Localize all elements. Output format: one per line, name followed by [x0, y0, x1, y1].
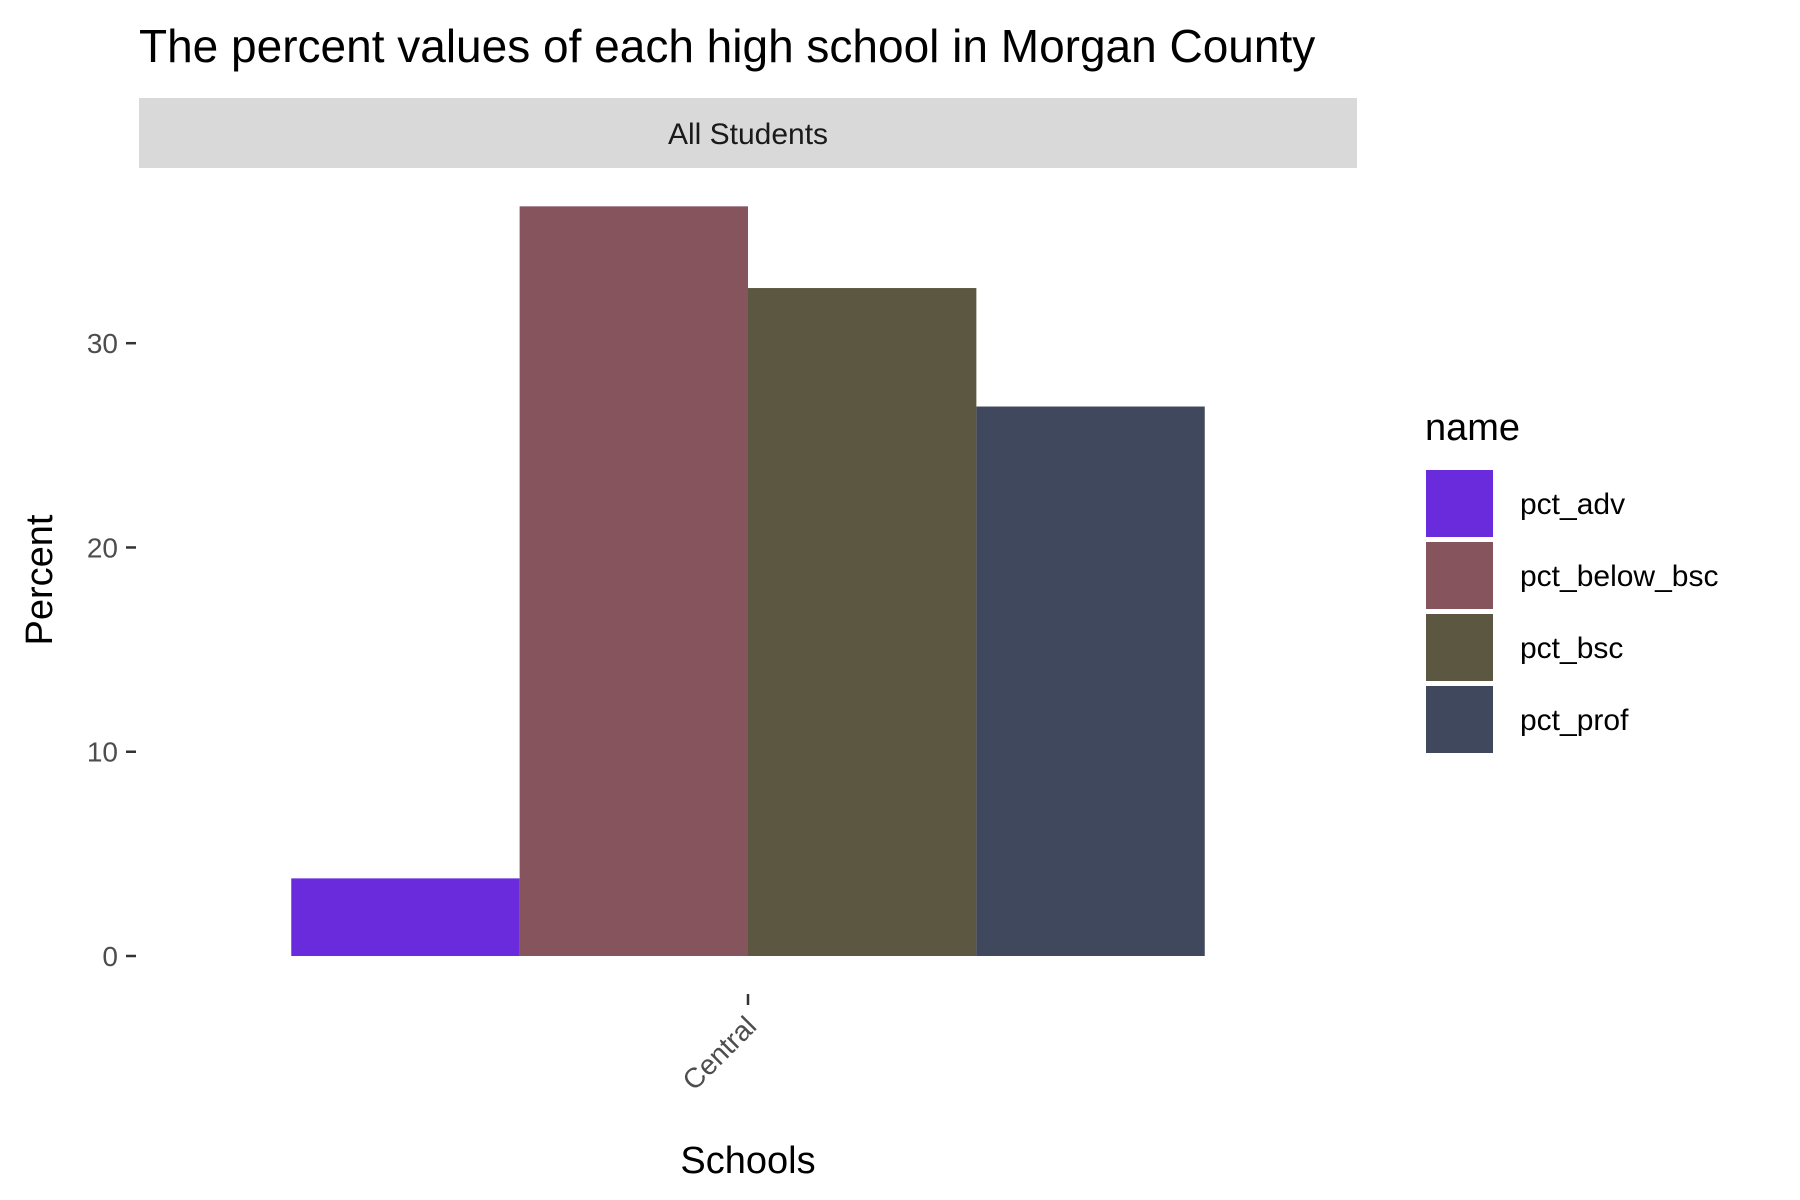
legend-title: name	[1425, 407, 1520, 449]
y-tick-label: 30	[87, 328, 118, 359]
legend-label: pct_below_bsc	[1520, 560, 1718, 593]
bar-pct_adv	[291, 878, 520, 956]
legend-key-pct_below_bsc	[1426, 542, 1493, 609]
y-tick-label: 20	[87, 532, 118, 563]
y-tick-label: 0	[102, 941, 118, 972]
y-tick-label: 10	[87, 737, 118, 768]
bar-pct_bsc	[748, 288, 977, 957]
facet-strip	[139, 98, 1357, 168]
legend-label: pct_bsc	[1520, 632, 1623, 665]
bars	[291, 206, 1205, 957]
facet-label: All Students	[668, 118, 828, 151]
y-axis: 0 10 20 30	[87, 328, 136, 972]
legend-key-pct_prof	[1426, 686, 1493, 753]
legend-label: pct_adv	[1520, 488, 1625, 521]
bar-pct_prof	[976, 406, 1205, 956]
legend-key-pct_bsc	[1426, 614, 1493, 681]
legend-label: pct_prof	[1520, 704, 1629, 737]
x-axis: Central	[676, 994, 762, 1096]
legend: name pct_adv pct_below_bsc pct_bsc pct_prof	[1425, 407, 1718, 753]
bar-pct_below_bsc	[519, 206, 748, 957]
chart-title: The percent values of each high school i…	[139, 20, 1315, 72]
x-axis-title: Schools	[680, 1140, 815, 1182]
y-axis-title: Percent	[19, 514, 61, 645]
legend-key-pct_adv	[1426, 470, 1493, 537]
x-tick-label: Central	[676, 1010, 762, 1096]
